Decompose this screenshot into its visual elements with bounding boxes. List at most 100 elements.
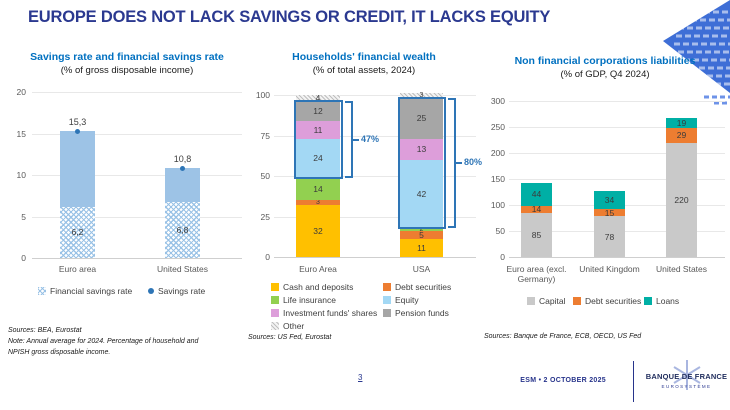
chart-title: Savings rate and financial savings rate xyxy=(30,51,224,63)
highlight-box xyxy=(293,100,343,179)
y-axis-label: 10 xyxy=(16,170,26,180)
bar-savings-rate xyxy=(165,168,200,202)
savings-rate-dot xyxy=(180,165,185,171)
legend-label: Other xyxy=(283,321,305,331)
bracket-arm xyxy=(448,98,456,101)
chart-sources: Sources: BEA, Eurostat Note: Annual aver… xyxy=(8,326,213,359)
chart-title: Non financial corporations liabilities xyxy=(514,55,696,67)
bar-value-label: 15,3 xyxy=(68,117,87,127)
bar-segment-loans: 44 xyxy=(521,182,552,206)
highlight-percent-label: 47% xyxy=(361,133,380,144)
legend-label: Equity xyxy=(395,295,419,305)
bar-segment-pension-funds: 25 xyxy=(400,98,443,139)
bdf-logo: BANQUE DE FRANCE EUROSYSTÈME xyxy=(645,359,728,390)
y-axis-label: 250 xyxy=(490,122,505,132)
x-axis-label: USA xyxy=(412,264,431,274)
y-axis-label: 75 xyxy=(260,130,270,141)
legend-item-financial-savings-rate: Financial savings rate xyxy=(38,286,132,296)
legend-item-debt-securities: Debt securities xyxy=(383,282,451,292)
legend-item-pension-funds: Pension funds xyxy=(383,308,449,318)
legend-item-savings-rate: Savings rate xyxy=(148,286,205,296)
bar-segment-debt-securities: 29 xyxy=(666,127,697,143)
footer-event-date: ESM • 2 OCTOBER 2025 xyxy=(520,377,606,384)
bar-segment-other: 4 xyxy=(296,93,340,103)
gridline xyxy=(274,257,476,258)
y-axis-label: 20 xyxy=(16,87,26,97)
legend-label: Loans xyxy=(656,296,680,306)
legend-marker xyxy=(271,283,279,291)
gridline xyxy=(32,133,242,135)
chart-title: Households' financial wealth xyxy=(292,51,436,63)
bar-segment-capital: 220 xyxy=(666,142,697,257)
bar-segment-debt-securities: 5 xyxy=(400,230,443,240)
chart-subtitle: (% of gross disposable income) xyxy=(60,65,194,76)
y-axis-label: 100 xyxy=(255,90,270,100)
panel-household-wealth: Households' financial wealth (% of total… xyxy=(248,46,482,386)
x-axis-label: Euro area xyxy=(58,264,97,274)
legend-item-cash-and-deposits: Cash and deposits xyxy=(271,282,353,292)
gridline xyxy=(274,135,476,137)
chart-subtitle: (% of GDP, Q4 2024) xyxy=(560,69,650,80)
gridline xyxy=(32,216,242,218)
panel-savings-rate: Savings rate and financial savings rate … xyxy=(8,46,246,386)
x-axis-label: United States xyxy=(156,264,209,274)
note-line: Note: Annual average for 2024. Percentag… xyxy=(8,337,199,356)
y-axis-label: 50 xyxy=(260,171,270,181)
bar-savings-rate xyxy=(60,131,95,207)
highlight-box xyxy=(397,97,446,229)
bar-segment-investment-funds-shares: 11 xyxy=(296,120,340,139)
y-axis-label: 0 xyxy=(500,252,505,262)
bar-financial-savings-rate: 6,8 xyxy=(165,201,200,258)
legend-item-capital: Capital xyxy=(527,296,565,306)
bar-financial-savings-rate: 6,2 xyxy=(60,206,95,258)
y-axis-label: 50 xyxy=(495,226,505,236)
household-wealth-chart: 0 25 50 75 100 32 3 14 24 11 12 4 Euro Area 11 5 2 42 13 2… xyxy=(250,46,482,386)
legend-label: Financial savings rate xyxy=(50,286,133,296)
bar-segment-other: 3 xyxy=(400,92,443,99)
arrow-decoration-icon xyxy=(663,0,730,105)
bar-segment-equity: 42 xyxy=(400,159,443,228)
legend-marker xyxy=(383,309,391,317)
legend-label: Pension funds xyxy=(395,308,449,318)
legend-marker xyxy=(271,296,279,304)
y-axis-label: 5 xyxy=(21,211,26,222)
legend-label: Savings rate xyxy=(158,286,206,296)
bracket-arm xyxy=(345,175,353,178)
legend-marker xyxy=(383,296,391,304)
bar-segment-cash-and-deposits: 32 xyxy=(296,205,340,257)
gridline xyxy=(509,179,725,180)
logo-name: BANQUE DE FRANCE xyxy=(645,372,728,381)
y-axis-label: 15 xyxy=(16,128,26,139)
snowflake-icon xyxy=(672,360,701,390)
x-axis-label: United Kingdom xyxy=(579,264,640,274)
nfc-liabilities-chart: 0 50 100 150 200 250 300 85 14 44 Euro area (excl.… xyxy=(483,46,727,386)
legend-item-investment-funds-shares: Investment funds' shares xyxy=(271,308,377,318)
bracket-arm xyxy=(448,225,456,228)
gridline xyxy=(509,101,725,102)
bar-segment-debt-securities: 3 xyxy=(296,199,340,206)
legend-marker-hatched xyxy=(38,287,46,295)
bar-segment-debt-securities: 14 xyxy=(521,204,552,214)
bar-value-label: 10,8 xyxy=(173,154,192,165)
legend-label: Investment funds' shares xyxy=(283,308,378,318)
y-axis-label: 200 xyxy=(490,148,505,158)
savings-rate-dot xyxy=(75,128,80,134)
gridline xyxy=(509,257,725,258)
legend-item-loans: Loans xyxy=(644,296,679,306)
y-axis-label: 0 xyxy=(21,253,26,263)
x-axis-label: Euro area (excl. Germany) xyxy=(506,264,567,285)
legend-label: Debt securities xyxy=(395,282,452,292)
legend-item-life-insurance: Life insurance xyxy=(271,295,336,305)
y-axis-label: 300 xyxy=(490,96,505,106)
gridline xyxy=(509,127,725,128)
bar-segment-debt-securities: 15 xyxy=(594,208,625,218)
footer-divider xyxy=(633,361,634,402)
bar-segment-equity: 24 xyxy=(296,138,340,178)
gridline xyxy=(274,216,476,218)
bracket-vertical xyxy=(351,101,353,178)
bracket-arm xyxy=(345,101,353,104)
logo-subtitle: EUROSYSTÈME xyxy=(661,384,712,389)
bar-segment-loans: 19 xyxy=(666,118,697,128)
gridline xyxy=(274,95,476,96)
